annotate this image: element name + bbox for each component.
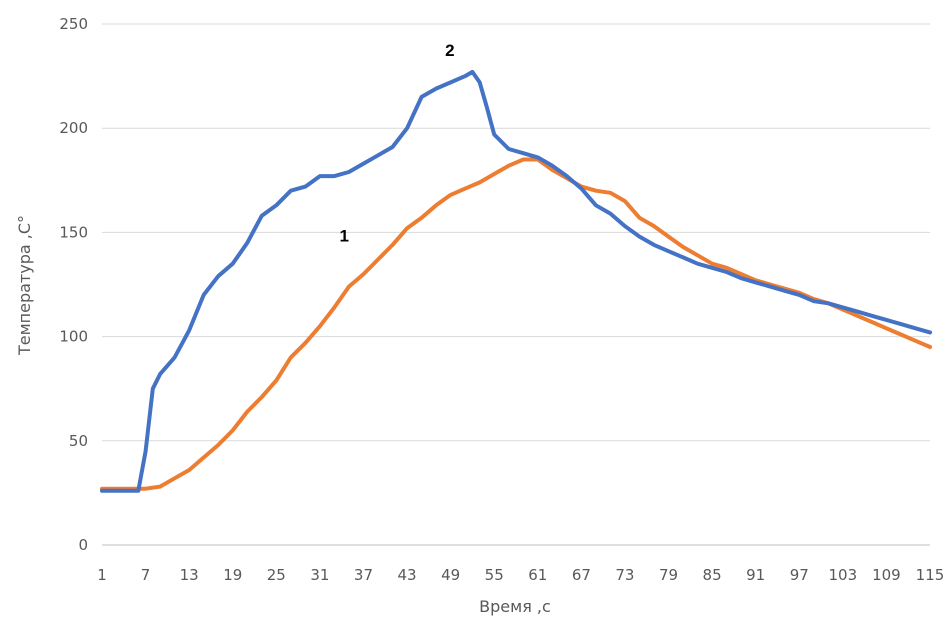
x-tick-label: 61 bbox=[528, 566, 547, 584]
x-tick-label: 37 bbox=[354, 566, 373, 584]
x-tick-label: 103 bbox=[829, 566, 858, 584]
x-tick-label: 115 bbox=[916, 566, 944, 584]
x-tick-label: 43 bbox=[398, 566, 417, 584]
series-labels: 12 bbox=[339, 41, 454, 246]
x-tick-label: 85 bbox=[703, 566, 722, 584]
y-gridlines bbox=[102, 23, 930, 546]
series-layer bbox=[100, 69, 932, 493]
x-tick-labels: 1 7 13 19 25 31 37 43 49 55 61 67 73 79 85 91 97 103 109 11… bbox=[97, 566, 944, 584]
x-tick-label: 79 bbox=[659, 566, 678, 584]
x-tick-label: 67 bbox=[572, 566, 591, 584]
x-tick-label: 31 bbox=[310, 566, 329, 584]
y-axis-title: Температура ,С° bbox=[15, 215, 34, 356]
x-tick-label: 49 bbox=[441, 566, 460, 584]
y-tick-labels: 0 50 100 150 200 250 bbox=[59, 15, 88, 554]
y-tick-label: 50 bbox=[69, 432, 88, 450]
x-axis-title: Время ,с bbox=[479, 597, 551, 616]
series-line-1 bbox=[100, 157, 932, 491]
y-tick-label: 100 bbox=[59, 328, 88, 346]
x-tick-label: 97 bbox=[790, 566, 809, 584]
x-tick-label: 91 bbox=[746, 566, 765, 584]
y-tick-label: 250 bbox=[59, 15, 88, 33]
x-tick-label: 73 bbox=[615, 566, 634, 584]
x-tick-label: 1 bbox=[97, 566, 107, 584]
series-line-2 bbox=[100, 69, 932, 493]
x-tick-label: 19 bbox=[223, 566, 242, 584]
series-label-1: 1 bbox=[339, 226, 348, 245]
y-tick-label: 0 bbox=[78, 536, 88, 554]
y-tick-label: 150 bbox=[59, 223, 88, 241]
x-tick-label: 25 bbox=[267, 566, 286, 584]
x-tick-label: 13 bbox=[180, 566, 199, 584]
x-tick-label: 109 bbox=[872, 566, 901, 584]
x-tick-label: 7 bbox=[141, 566, 151, 584]
series-label-2: 2 bbox=[445, 41, 454, 60]
x-tick-label: 55 bbox=[485, 566, 504, 584]
y-tick-label: 200 bbox=[59, 119, 88, 137]
